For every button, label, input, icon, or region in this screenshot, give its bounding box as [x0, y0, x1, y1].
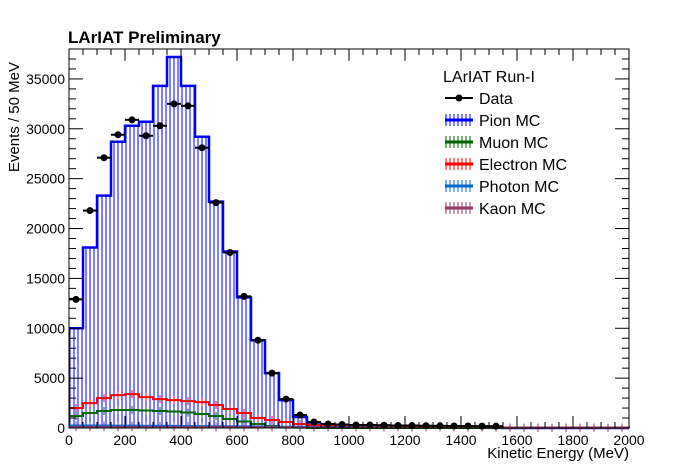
data-point	[128, 116, 136, 124]
legend-label: Data	[479, 91, 513, 108]
data-point	[114, 131, 122, 139]
data-point	[310, 418, 318, 426]
data-point	[478, 422, 486, 430]
data-point	[100, 154, 108, 162]
data-point	[72, 295, 80, 303]
legend-entry-photon-mc: Photon MC	[445, 179, 559, 196]
data-point	[184, 102, 192, 110]
x-tick-label: 400	[169, 432, 193, 448]
y-tick-label: 5000	[34, 370, 65, 386]
y-tick-label: 20000	[26, 221, 65, 237]
histogram-bin	[265, 373, 279, 428]
histogram-bin	[111, 141, 125, 429]
x-tick-label: 200	[113, 432, 137, 448]
legend-entry-electron-mc: Electron MC	[445, 157, 567, 174]
data-point	[296, 411, 304, 419]
x-tick-label: 1000	[333, 432, 364, 448]
data-point	[156, 122, 164, 130]
histogram-bin	[167, 56, 181, 429]
data-point	[212, 199, 220, 207]
legend-header: LArIAT Run-I	[443, 69, 535, 86]
data-point	[380, 421, 388, 429]
histogram-bin	[237, 297, 251, 428]
y-tick-label: 30000	[26, 121, 65, 137]
data-point	[366, 421, 374, 429]
y-tick-label: 25000	[26, 171, 65, 187]
histogram-bin	[139, 121, 153, 428]
data-point	[170, 100, 178, 108]
histogram-bin	[97, 195, 111, 428]
histogram-bin	[223, 251, 237, 428]
y-axis-title: Events / 50 MeV	[6, 62, 23, 172]
x-tick-label: 0	[65, 432, 73, 448]
legend-entry-pion-mc: Pion MC	[445, 113, 540, 130]
legend-entry-muon-mc: Muon MC	[445, 135, 548, 152]
series-data	[69, 100, 503, 430]
data-point	[394, 422, 402, 430]
data-point	[86, 207, 94, 215]
data-point	[254, 336, 262, 344]
histogram-bin	[251, 340, 265, 428]
data-point	[408, 422, 416, 430]
plot-area	[69, 55, 630, 432]
x-tick-label: 1200	[389, 432, 420, 448]
legend-entry-kaon-mc: Kaon MC	[445, 201, 546, 218]
y-tick-label: 35000	[26, 71, 65, 87]
data-point	[324, 420, 332, 428]
legend-label: Photon MC	[479, 179, 559, 196]
data-point	[268, 369, 276, 377]
legend-label: Pion MC	[479, 113, 540, 130]
histogram-bin	[153, 85, 167, 428]
data-point	[240, 292, 248, 300]
data-point	[422, 422, 430, 430]
y-tick-label: 10000	[26, 320, 65, 336]
x-tick-label: 600	[225, 432, 249, 448]
data-point	[282, 395, 290, 403]
histogram-bin	[181, 85, 195, 428]
legend-entry-data: Data	[445, 91, 513, 108]
legend: LArIAT Run-I Data Pion MC Muon MC Electron …	[443, 69, 567, 218]
x-tick-label: 1400	[445, 432, 476, 448]
histogram-bin	[125, 125, 139, 429]
x-tick-label: 1600	[501, 432, 532, 448]
y-tick-label: 0	[57, 420, 65, 436]
histogram-bin	[83, 247, 97, 428]
legend-label: Kaon MC	[479, 201, 546, 218]
histogram-bin	[195, 136, 209, 428]
x-tick-label: 1800	[557, 432, 588, 448]
data-point	[142, 132, 150, 140]
data-point	[198, 144, 206, 152]
x-tick-label: 800	[281, 432, 305, 448]
data-point	[338, 421, 346, 429]
x-axis-title: Kinetic Energy (MeV)	[487, 445, 629, 462]
legend-swatch-marker	[455, 94, 463, 102]
histogram-bin	[209, 201, 223, 428]
y-tick-label: 15000	[26, 270, 65, 286]
legend-label: Electron MC	[479, 157, 567, 174]
series-pion-mc	[69, 55, 629, 430]
x-tick-label: 2000	[613, 432, 644, 448]
data-point	[226, 248, 234, 256]
legend-label: Muon MC	[479, 135, 548, 152]
data-point	[492, 422, 500, 430]
chart-title: LArIAT Preliminary	[68, 28, 221, 47]
axes: 0 200 400 600 800 1000 1200 1400 1600 1800 2000050…	[26, 48, 645, 448]
data-point	[352, 421, 360, 429]
